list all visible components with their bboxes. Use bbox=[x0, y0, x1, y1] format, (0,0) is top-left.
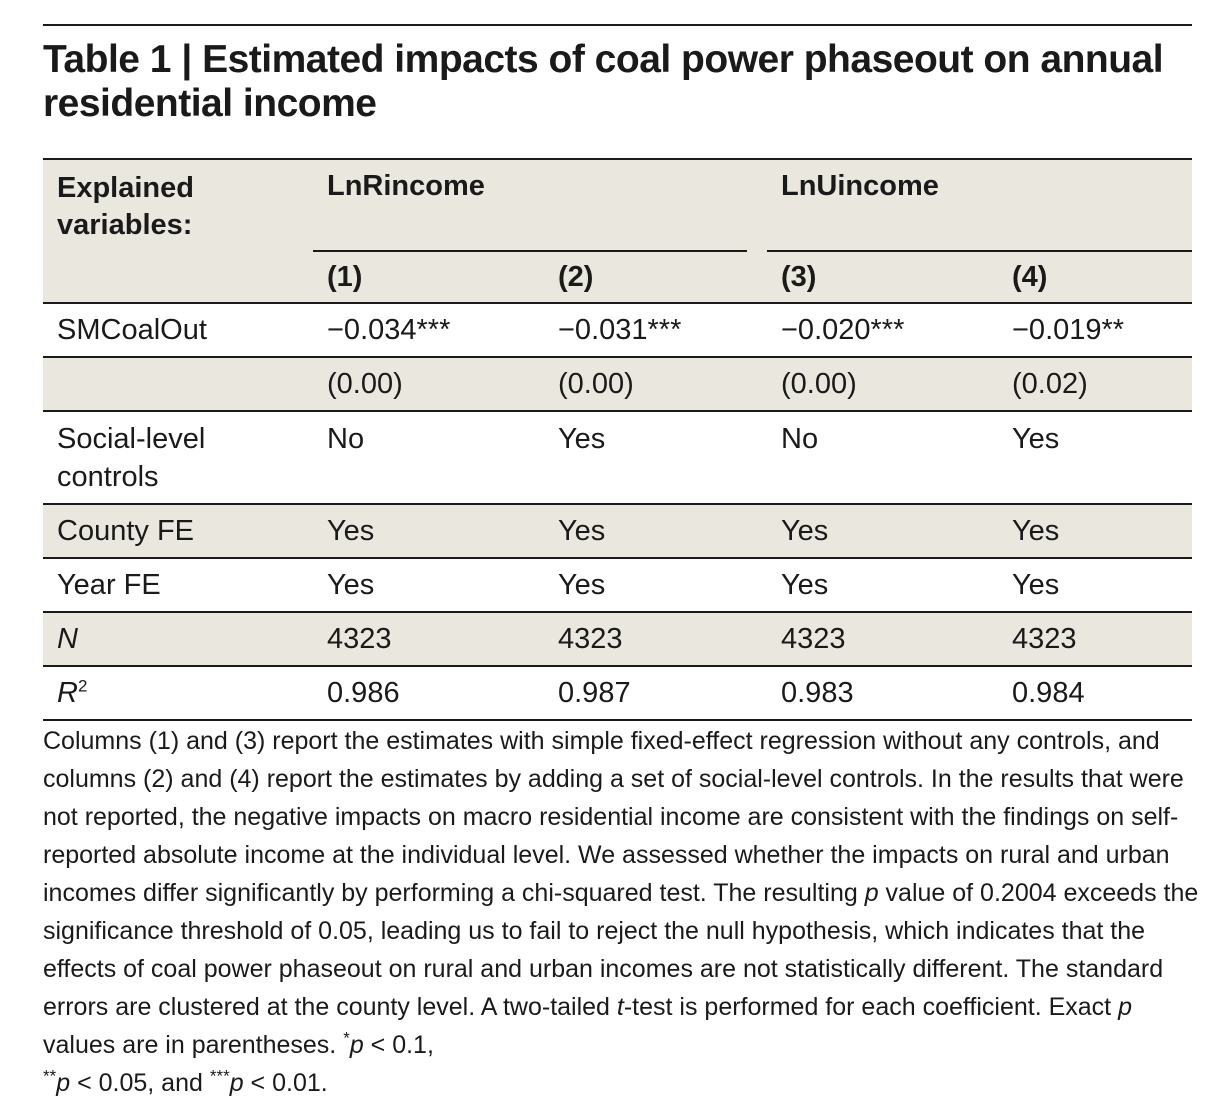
row-label bbox=[43, 357, 313, 412]
footnote-italic: p bbox=[229, 1069, 244, 1097]
cell: Yes bbox=[313, 558, 544, 613]
header-row-groups: Explained variables: LnRincome LnUincome bbox=[43, 158, 1192, 252]
significance-mark: * bbox=[343, 1028, 350, 1048]
cell: 4323 bbox=[313, 612, 544, 667]
row-label: N bbox=[43, 612, 313, 667]
footnote-italic: t bbox=[616, 993, 624, 1021]
footnote-part: < 0.1, bbox=[363, 1031, 434, 1059]
cell: 0.984 bbox=[998, 666, 1192, 721]
group-label-lnuincome: LnUincome bbox=[781, 170, 939, 202]
significance-mark: ** bbox=[43, 1066, 57, 1086]
column-header-4: (4) bbox=[998, 252, 1192, 304]
column-header-2: (2) bbox=[544, 252, 767, 304]
footnote-part: value of 0.2004 exceeds the significance… bbox=[43, 879, 1199, 1021]
table-row-social-controls: Social-level controls No Yes No Yes bbox=[43, 411, 1192, 505]
row-label: R2 bbox=[43, 666, 313, 721]
cell: −0.031*** bbox=[544, 303, 767, 358]
cell: (0.00) bbox=[767, 357, 998, 412]
footnote-italic: p bbox=[349, 1031, 364, 1059]
footnote-italic: p bbox=[56, 1069, 71, 1097]
header-empty-cell bbox=[43, 252, 313, 304]
cell: 4323 bbox=[767, 612, 998, 667]
cell: −0.034*** bbox=[313, 303, 544, 358]
cell: 4323 bbox=[544, 612, 767, 667]
cell: 4323 bbox=[998, 612, 1192, 667]
results-table: Explained variables: LnRincome LnUincome… bbox=[43, 158, 1192, 721]
footnote-part: < 0.01. bbox=[243, 1069, 328, 1097]
cell: No bbox=[313, 411, 544, 505]
cell: Yes bbox=[767, 558, 998, 613]
r2-label-sup: 2 bbox=[77, 675, 88, 695]
r2-label-base: R bbox=[57, 676, 78, 709]
cell: Yes bbox=[544, 558, 767, 613]
row-label: SMCoalOut bbox=[43, 303, 313, 358]
footnote-part: values are in parentheses. bbox=[43, 1031, 344, 1059]
footnote-part: Columns (1) and (3) report the estimates… bbox=[43, 727, 1184, 907]
cell: No bbox=[767, 411, 998, 505]
cell: −0.020*** bbox=[767, 303, 998, 358]
cell: 0.986 bbox=[313, 666, 544, 721]
table-row-n: N 4323 4323 4323 4323 bbox=[43, 612, 1192, 667]
cell: (0.00) bbox=[544, 357, 767, 412]
column-header-3: (3) bbox=[767, 252, 998, 304]
group-label-lnrincome: LnRincome bbox=[327, 170, 485, 202]
table-title: Table 1 | Estimated impacts of coal powe… bbox=[43, 38, 1164, 125]
group-underline-lnuincome bbox=[767, 250, 1192, 252]
top-rule bbox=[43, 24, 1192, 26]
table-row-r2: R2 0.986 0.987 0.983 0.984 bbox=[43, 666, 1192, 721]
row-label: Social-level controls bbox=[43, 411, 313, 505]
footnote-italic: p bbox=[1118, 993, 1132, 1021]
cell: Yes bbox=[544, 411, 767, 505]
footnote-text: Columns (1) and (3) report the estimates… bbox=[43, 722, 1203, 1102]
header-row-columns: (1) (2) (3) (4) bbox=[43, 252, 1192, 304]
group-header-lnrincome: LnRincome bbox=[313, 158, 767, 252]
cell: Yes bbox=[998, 504, 1192, 559]
footnote-part: -test is performed for each coefficient.… bbox=[623, 993, 1119, 1021]
group-header-lnuincome: LnUincome bbox=[767, 158, 1192, 252]
cell: −0.019** bbox=[998, 303, 1192, 358]
column-header-1: (1) bbox=[313, 252, 544, 304]
table-row-year-fe: Year FE Yes Yes Yes Yes bbox=[43, 558, 1192, 613]
cell: 0.983 bbox=[767, 666, 998, 721]
table-row-smcoalout: SMCoalOut −0.034*** −0.031*** −0.020*** … bbox=[43, 303, 1192, 358]
table-footnote: Columns (1) and (3) report the estimates… bbox=[43, 722, 1203, 1102]
cell: Yes bbox=[544, 504, 767, 559]
table-row-county-fe: County FE Yes Yes Yes Yes bbox=[43, 504, 1192, 559]
cell: (0.00) bbox=[313, 357, 544, 412]
cell: 0.987 bbox=[544, 666, 767, 721]
table-row-p-values: (0.00) (0.00) (0.00) (0.02) bbox=[43, 357, 1192, 412]
footnote-italic: p bbox=[864, 879, 879, 907]
cell: Yes bbox=[998, 558, 1192, 613]
significance-mark: *** bbox=[209, 1066, 230, 1086]
cell: Yes bbox=[313, 504, 544, 559]
footnote-part: < 0.05, and bbox=[70, 1069, 210, 1097]
cell: Yes bbox=[767, 504, 998, 559]
cell: (0.02) bbox=[998, 357, 1192, 412]
row-label: Year FE bbox=[43, 558, 313, 613]
row-label: County FE bbox=[43, 504, 313, 559]
explained-variables-label: Explained variables: bbox=[43, 158, 313, 252]
cell: Yes bbox=[998, 411, 1192, 505]
group-underline-lnrincome bbox=[313, 250, 747, 252]
